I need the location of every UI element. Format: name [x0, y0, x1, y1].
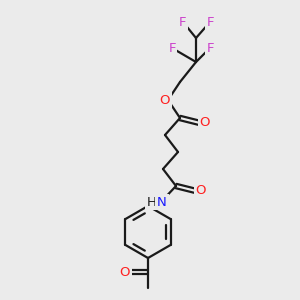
Text: O: O	[120, 266, 130, 278]
Text: N: N	[157, 196, 167, 208]
Text: F: F	[168, 41, 176, 55]
Text: O: O	[200, 116, 210, 130]
Text: F: F	[206, 41, 214, 55]
Text: O: O	[196, 184, 206, 197]
Text: O: O	[160, 94, 170, 106]
Text: F: F	[179, 16, 187, 28]
Text: F: F	[206, 16, 214, 28]
Text: H: H	[147, 196, 157, 208]
